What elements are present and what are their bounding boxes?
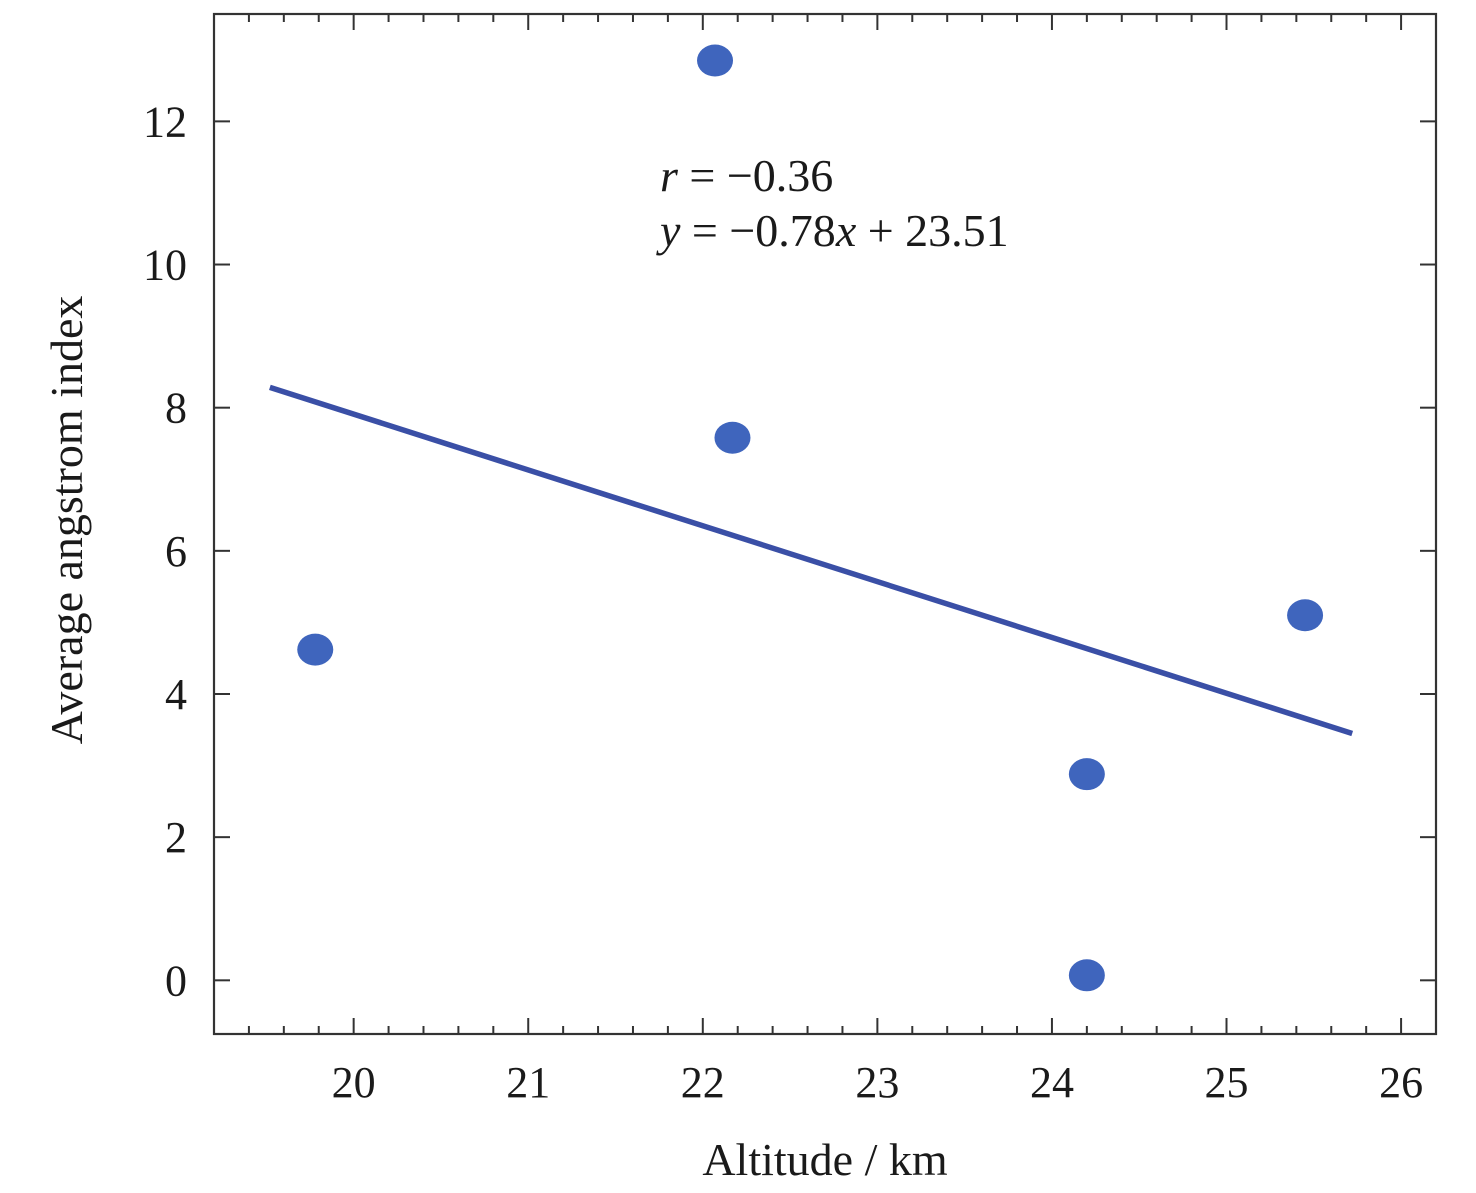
eq-x-symbol: x [835,205,857,256]
data-point [1287,599,1324,632]
data-point [297,633,334,666]
correlation-annotation: r = −0.36 [660,150,833,201]
fit-line-layer [269,384,1354,737]
plot-frame [212,12,1438,1036]
y-tick-label: 2 [165,813,187,862]
x-tick-label: 22 [681,1058,725,1107]
y-tick-label: 12 [143,97,187,146]
y-tick-label: 4 [165,670,187,719]
regression-line [269,384,1354,737]
data-point [1068,959,1105,992]
eq-slope: = −0.78 [680,205,835,256]
y-axis-ticks: 0 2 4 6 8 10 12 [143,97,1436,1005]
r-symbol: r [660,150,679,201]
eq-y-symbol: y [656,205,681,256]
y-tick-label: 10 [143,241,187,290]
regression-equation: y = −0.78x + 23.51 [656,205,1009,256]
data-point [697,44,734,77]
x-axis-ticks: 20 21 22 23 24 25 26 [213,14,1437,1107]
data-point [714,421,751,454]
x-tick-label: 25 [1205,1058,1249,1107]
x-tick-label: 24 [1030,1058,1074,1107]
y-tick-label: 0 [165,956,187,1005]
x-tick-label: 26 [1379,1058,1423,1107]
y-axis-label: Average angstrom index [41,296,92,745]
data-point [1068,758,1105,791]
y-tick-label: 8 [165,384,187,433]
x-tick-label: 23 [855,1058,899,1107]
x-tick-label: 21 [506,1058,550,1107]
y-tick-label: 6 [165,527,187,576]
eq-intercept: + 23.51 [856,205,1008,256]
r-value: = −0.36 [678,150,833,201]
data-points [297,44,1324,992]
x-axis-label: Altitude / km [702,1134,948,1185]
x-tick-label: 20 [332,1058,376,1107]
